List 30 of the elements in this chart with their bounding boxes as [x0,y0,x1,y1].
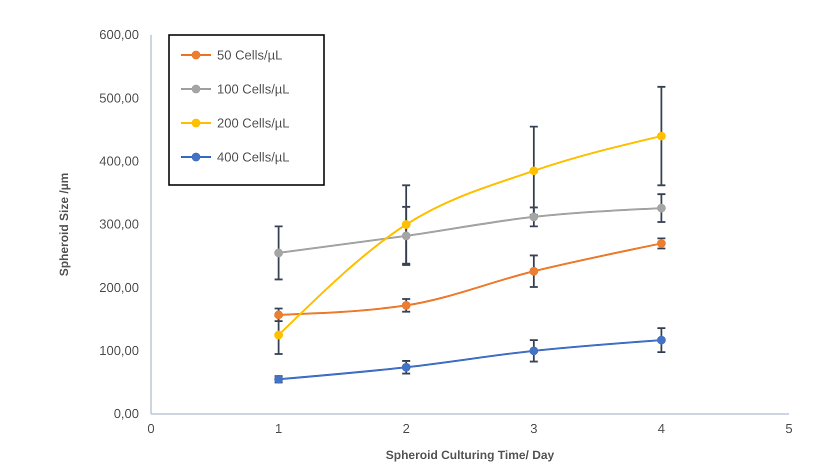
point [529,212,538,222]
y-tick-label: 500,00 [99,90,139,106]
point [657,336,666,344]
point [529,346,538,356]
point [274,330,283,340]
y-tick-label: 100,00 [99,342,139,358]
point [402,220,411,229]
y-tick-label: 200,00 [99,280,139,295]
x-tick-label: 5 [785,421,793,436]
y-tick-label: 300,00 [99,216,139,232]
point [529,266,538,276]
legend-label: 400 Cells/µL [217,150,290,164]
x-tick-label: 0 [147,421,155,436]
legend-label: 200 Cells/µL [217,116,290,130]
point [657,204,666,212]
y-tick-label: 400,00 [99,153,139,168]
x-tick-label: 1 [274,421,282,436]
x-tick-label: 2 [402,421,410,436]
legend-label: 50 Cells/µL [217,48,282,62]
point [274,248,283,258]
x-axis-title: Spheroid Culturing Time/ Day [386,448,555,462]
point [402,232,411,240]
legend-label: 100 Cells/µL [217,82,290,96]
y-tick-label: 0,00 [114,406,139,422]
point [529,166,538,176]
x-tick-label: 3 [530,421,538,436]
point [657,132,666,140]
x-tick-label: 4 [658,421,666,436]
y-tick-label: 600,00 [99,27,139,42]
y-axis-title: Spheroid Size /µm [57,172,71,276]
